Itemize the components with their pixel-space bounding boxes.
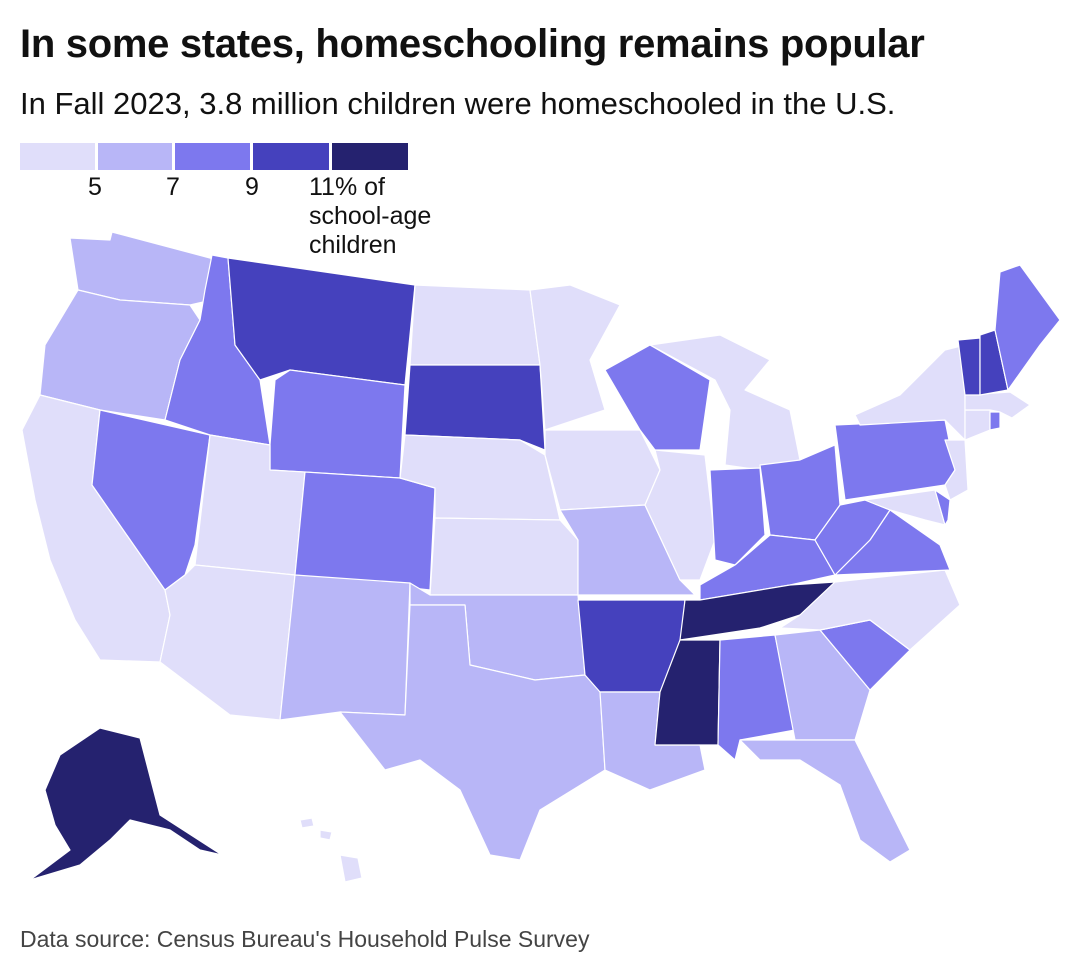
state-SD — [404, 364, 546, 451]
legend-tick-7: 7 — [166, 173, 180, 201]
legend-swatch-2 — [98, 143, 172, 170]
state-RI — [989, 411, 1001, 431]
state-DE — [934, 489, 951, 526]
state-PA — [834, 419, 956, 501]
state-ND — [409, 284, 541, 366]
color-legend: 5 7 9 11% of school-age children — [20, 143, 440, 259]
chart-subtitle: In Fall 2023, 3.8 million children were … — [20, 86, 896, 121]
state-FL — [739, 739, 911, 863]
legend-swatch-5 — [332, 143, 408, 170]
state-WY — [269, 369, 406, 479]
state-NM — [279, 574, 411, 721]
legend-swatch-1 — [20, 143, 95, 170]
data-source: Data source: Census Bureau's Household P… — [20, 926, 590, 952]
legend-swatch-4 — [253, 143, 329, 170]
state-KS — [429, 517, 579, 596]
state-IA — [544, 429, 661, 511]
state-TX — [339, 604, 606, 861]
legend-tick-5: 5 — [88, 173, 102, 201]
state-NC — [779, 569, 961, 651]
legend-swatch-3 — [175, 143, 250, 170]
state-AZ — [159, 564, 296, 721]
chart-title: In some states, homeschooling remains po… — [20, 22, 925, 66]
legend-tick-11: 11% of school-age children — [309, 173, 432, 259]
state-MD — [864, 489, 946, 526]
state-CT — [964, 409, 991, 441]
state-MA — [964, 391, 1031, 419]
us-choropleth-map — [21, 231, 1061, 883]
state-GA — [774, 629, 871, 741]
state-ME — [994, 264, 1061, 391]
legend-tick-9: 9 — [245, 173, 259, 201]
state-IL — [644, 449, 716, 581]
state-MT — [227, 257, 416, 386]
state-MN — [529, 284, 621, 431]
state-IN — [709, 467, 766, 566]
state-HI — [299, 817, 363, 883]
state-AK — [29, 727, 223, 881]
state-CO — [294, 471, 436, 591]
